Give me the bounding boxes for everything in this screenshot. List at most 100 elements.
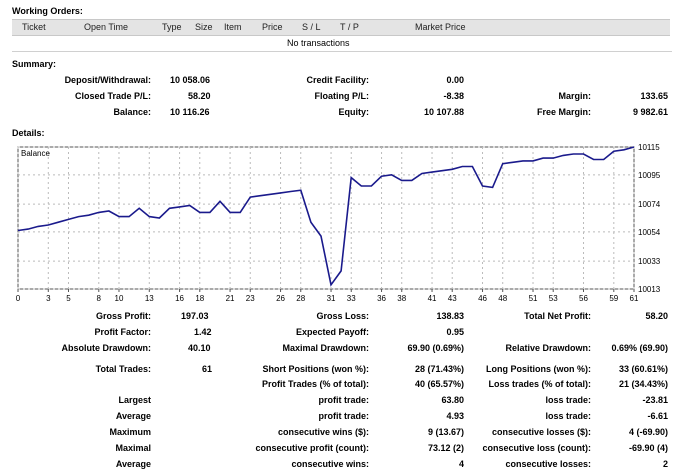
average2-label: Average (115, 459, 151, 469)
balance-label: Balance: (113, 107, 151, 117)
margin-value: 133.65 (640, 91, 668, 101)
maximal-cons-profit-value: 73.12 (2) (427, 443, 464, 453)
balance-chart: 10013 10033 10054 10074 10095 10115 0 3 5 8 10 13 16… (16, 143, 661, 303)
total-net-profit-value: 58.20 (645, 311, 668, 321)
col-ticket[interactable]: Ticket (22, 22, 46, 32)
x-tick-label: 46 (478, 294, 487, 303)
maximal-cons-profit-label: consecutive profit (count): (255, 443, 369, 453)
max-cons-losses-label: consecutive losses ($): (491, 427, 591, 437)
equity-value: 10 107.88 (423, 107, 464, 117)
max-cons-wins-label: consecutive wins ($): (277, 427, 369, 437)
working-orders-title: Working Orders: (12, 6, 83, 16)
free-margin-value: 9 982.61 (632, 107, 668, 117)
max-cons-wins-value: 9 (13.67) (427, 427, 464, 437)
largest-label: Largest (118, 395, 151, 405)
col-item[interactable]: Item (224, 22, 242, 32)
y-tick-label: 10054 (638, 228, 661, 237)
floating-label: Floating P/L: (314, 91, 370, 101)
average-loss-label: loss trade: (545, 411, 591, 421)
profit-trades-label: Profit Trades (% of total): (261, 379, 369, 389)
gross-loss-value: 138.83 (436, 311, 464, 321)
maximal-label: Maximal (115, 443, 151, 453)
closed-pl-label: Closed Trade P/L: (74, 91, 151, 101)
credit-label: Credit Facility: (306, 75, 369, 85)
x-tick-label: 53 (549, 294, 558, 303)
balance-value: 10 116.26 (170, 107, 210, 117)
average-profit-label: profit trade: (318, 411, 370, 421)
abs-drawdown-label: Absolute Drawdown: (61, 343, 152, 353)
x-tick-label: 43 (448, 294, 457, 303)
gross-loss-label: Gross Loss: (316, 311, 369, 321)
x-tick-label: 13 (145, 294, 154, 303)
average-label: Average (115, 411, 151, 421)
orders-table-header: Ticket Open Time Type Size Item Price S … (12, 19, 670, 36)
x-tick-label: 3 (46, 294, 51, 303)
maximal-cons-loss-label: consecutive loss (count): (482, 443, 591, 453)
col-price[interactable]: Price (262, 22, 283, 32)
x-tick-label: 5 (66, 294, 71, 303)
maximum-label: Maximum (109, 427, 151, 437)
credit-value: 0.00 (446, 75, 464, 85)
average-loss-value: -6.61 (647, 411, 668, 421)
maximal-cons-loss-value: -69.90 (4) (628, 443, 668, 453)
x-tick-label: 18 (195, 294, 204, 303)
x-tick-label: 23 (246, 294, 255, 303)
profit-factor-label: Profit Factor: (94, 327, 151, 337)
x-tick-label: 61 (630, 294, 639, 303)
profit-factor-value: 1.42 (194, 327, 212, 337)
x-tick-label: 21 (226, 294, 235, 303)
loss-trades-label: Loss trades (% of total): (488, 379, 591, 389)
x-tick-label: 59 (609, 294, 618, 303)
closed-pl-value: 58.20 (188, 91, 211, 101)
x-tick-label: 31 (327, 294, 336, 303)
average-profit-value: 4.93 (446, 411, 464, 421)
x-tick-label: 56 (579, 294, 588, 303)
col-tp[interactable]: T / P (340, 22, 359, 32)
largest-loss-value: -23.81 (642, 395, 668, 405)
x-tick-label: 36 (377, 294, 386, 303)
avg-cons-wins-label: consecutive wins: (291, 459, 369, 469)
y-tick-label: 10095 (638, 171, 661, 180)
short-positions-value: 28 (71.43%) (414, 364, 464, 374)
x-tick-label: 8 (97, 294, 102, 303)
short-positions-label: Short Positions (won %): (262, 364, 370, 374)
max-drawdown-value: 69.90 (0.69%) (407, 343, 464, 353)
y-tick-label: 10115 (638, 143, 660, 152)
col-open-time[interactable]: Open Time (84, 22, 129, 32)
free-margin-label: Free Margin: (536, 107, 591, 117)
x-tick-label: 48 (498, 294, 507, 303)
expected-payoff-label: Expected Payoff: (295, 327, 369, 337)
equity-label: Equity: (338, 107, 370, 117)
summary-title: Summary: (12, 59, 57, 69)
margin-label: Margin: (558, 91, 592, 101)
profit-trades-value: 40 (65.57%) (414, 379, 464, 389)
details-title: Details: (12, 128, 45, 138)
balance-series-line (17, 146, 635, 287)
col-sl[interactable]: S / L (302, 22, 321, 32)
largest-profit-label: profit trade: (318, 395, 370, 405)
max-cons-losses-value: 4 (-69.90) (628, 427, 668, 437)
long-positions-label: Long Positions (won %): (486, 364, 591, 374)
chart-legend: Balance (21, 149, 50, 158)
deposit-label: Deposit/Withdrawal: (64, 75, 151, 85)
no-transactions-text: No transactions (287, 38, 350, 48)
y-tick-label: 10074 (638, 200, 661, 209)
x-tick-label: 26 (276, 294, 285, 303)
total-trades-label: Total Trades: (95, 364, 151, 374)
avg-cons-losses-value: 2 (662, 459, 668, 469)
col-size[interactable]: Size (195, 22, 213, 32)
plot-area (17, 146, 635, 290)
x-tick-label: 41 (428, 294, 437, 303)
expected-payoff-value: 0.95 (446, 327, 464, 337)
x-tick-label: 33 (347, 294, 356, 303)
loss-trades-value: 21 (34.43%) (618, 379, 668, 389)
col-market-price[interactable]: Market Price (415, 22, 466, 32)
y-tick-label: 10013 (638, 285, 661, 294)
total-trades-value: 61 (202, 364, 213, 374)
divider (12, 51, 672, 52)
rel-drawdown-label: Relative Drawdown: (505, 343, 591, 353)
avg-cons-wins-value: 4 (458, 459, 464, 469)
col-type[interactable]: Type (162, 22, 182, 32)
largest-profit-value: 63.80 (441, 395, 464, 405)
floating-value: -8.38 (443, 91, 464, 101)
